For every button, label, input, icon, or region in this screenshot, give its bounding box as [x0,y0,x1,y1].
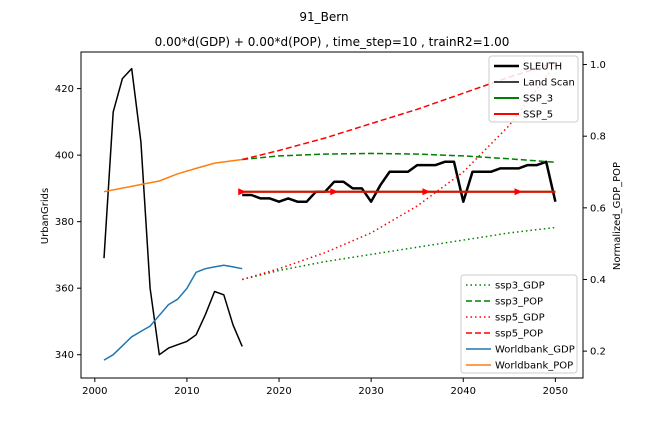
legend-urban: SLEUTH Land Scan SSP_3 SSP_5 [488,55,579,123]
series-line-land-scan [103,67,243,356]
left-y-tick-label: 420 [55,84,74,95]
right-axis-label: Normalized_GDP_POP [612,162,623,270]
right-y-tick-label: 0.2 [590,347,606,358]
left-y-tick-label: 380 [55,217,74,228]
series-marker-ssp-5 [330,188,339,196]
x-tick-label: 2040 [451,386,476,397]
series-line-sleuth [242,160,557,203]
legend-label-ssp-3: SSP_3 [523,94,553,105]
legend-label-sleuth: SLEUTH [523,62,562,73]
x-tick-label: 2010 [174,386,199,397]
left-y-tick-label: 360 [55,284,74,295]
axes: 2000 2010 2020 2030 2040 2050 340 360 380 400 420 0… [55,51,606,397]
series-line-worldbank-gdp [103,264,243,361]
legend-gdp-pop: ssp3_GDP ssp3_POP ssp5_GDP ssp5_POP Worldban… [460,274,578,374]
x-tick-label: 2050 [543,386,568,397]
series-line-ssp3-gdp [242,226,556,281]
x-tick-label: 2020 [266,386,291,397]
series-marker-ssp-5 [422,188,431,196]
right-y-tick-label: 0.6 [590,203,606,214]
figure-suptitle: 91_Bern [299,10,348,24]
legend-label-ssp3-gdp: ssp3_GDP [495,281,545,292]
series-line-worldbank-pop [103,158,243,193]
legend-label-ssp5-pop: ssp5_POP [495,329,543,340]
series-marker-ssp-5 [238,188,247,196]
left-y-tick-label: 340 [55,350,74,361]
right-y-tick-label: 1.0 [590,60,606,71]
plot-frame [80,51,584,379]
series-marker-ssp-5 [514,188,523,196]
left-y-tick-label: 400 [55,151,74,162]
legend-label-ssp3-pop: ssp3_POP [495,297,543,308]
left-axis-label: UrbanGrids [40,188,51,244]
legend-label-worldbank-gdp: Worldbank_GDP [495,345,575,356]
legend-label-ssp-5: SSP_5 [523,110,553,121]
legend-label-land-scan: Land Scan [523,78,575,89]
right-y-tick-label: 0.8 [590,132,606,143]
legend-box [488,55,579,123]
legend-label-ssp5-gdp: ssp5_GDP [495,313,545,324]
x-tick-label: 2000 [82,386,107,397]
legend-label-worldbank-pop: Worldbank_POP [495,361,573,372]
right-y-tick-label: 0.4 [590,275,606,286]
series-line-ssp5-gdp [241,64,556,281]
chart-title: 0.00*d(GDP) + 0.00*d(POP) , time_step=10… [155,35,510,49]
x-tick-label: 2030 [358,386,383,397]
